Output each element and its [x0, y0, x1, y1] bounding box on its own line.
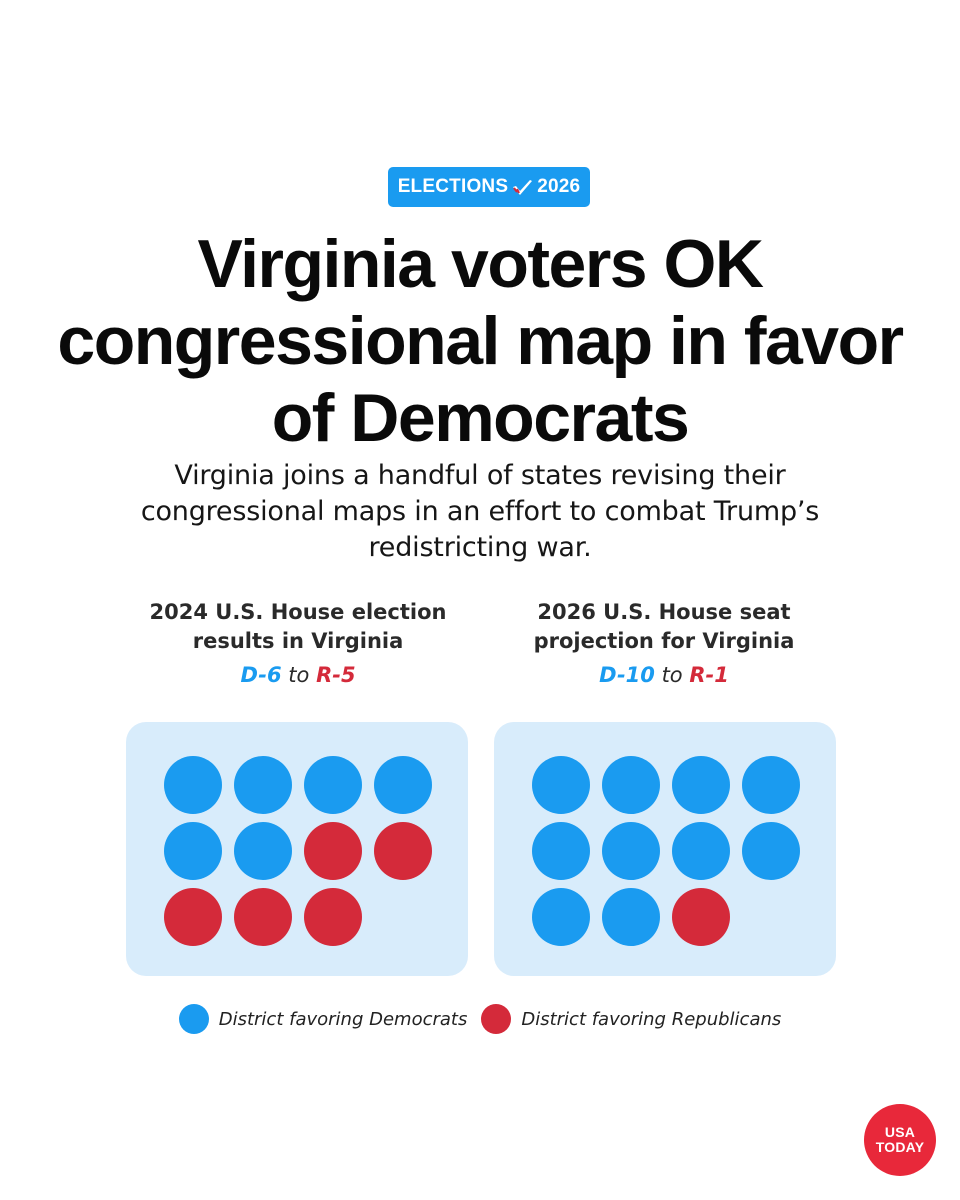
- chart-2026-dem-count: D-10: [599, 663, 655, 687]
- democrat-district-dot: [304, 756, 362, 814]
- headline: Virginia voters OK congressional map in …: [57, 226, 904, 456]
- check-ballot-icon: [513, 180, 533, 195]
- chart-2026-to: to: [661, 663, 683, 687]
- democrat-district-dot: [234, 822, 292, 880]
- democrat-district-dot: [742, 756, 800, 814]
- chart-2026-dot-panel: [494, 722, 836, 976]
- democrat-district-dot: [602, 888, 660, 946]
- democrat-district-dot: [672, 756, 730, 814]
- legend-item-republican: District favoring Republicans: [481, 1004, 781, 1034]
- republican-district-dot: [374, 822, 432, 880]
- democrat-district-dot: [164, 822, 222, 880]
- chart-2026-title-line1: 2026 U.S. House seat: [537, 600, 791, 624]
- chart-2024-title: 2024 U.S. House election results in Virg…: [108, 598, 488, 656]
- democrat-district-dot: [602, 822, 660, 880]
- republican-district-dot: [234, 888, 292, 946]
- chart-2024-rep-count: R-5: [316, 663, 356, 687]
- chart-2024-dot-panel: [126, 722, 468, 976]
- chart-2024-title-line1: 2024 U.S. House election: [149, 600, 447, 624]
- democrat-district-dot: [164, 756, 222, 814]
- chart-2026-rep-count: R-1: [689, 663, 729, 687]
- republican-district-dot: [164, 888, 222, 946]
- chart-2024-dem-count: D-6: [240, 663, 282, 687]
- republican-district-dot: [304, 822, 362, 880]
- legend-item-democrat: District favoring Democrats: [178, 1004, 468, 1034]
- chart-2026-seat-split: D-10 to R-1: [474, 663, 854, 687]
- democrat-district-dot: [234, 756, 292, 814]
- chart-2026-title: 2026 U.S. House seat projection for Virg…: [474, 598, 854, 656]
- logo-line2: TODAY: [875, 1139, 925, 1155]
- legend: District favoring Democrats District fav…: [0, 1004, 960, 1034]
- democrat-district-dot: [374, 756, 432, 814]
- legend-republican-label: District favoring Republicans: [521, 1008, 782, 1030]
- chart-2024-seat-split: D-6 to R-5: [108, 663, 488, 687]
- usa-today-logo: USA TODAY: [864, 1104, 936, 1176]
- legend-democrat-dot: [178, 1004, 209, 1034]
- republican-district-dot: [672, 888, 730, 946]
- chart-2026-title-line2: projection for Virginia: [533, 629, 795, 653]
- democrat-district-dot: [532, 756, 590, 814]
- democrat-district-dot: [602, 756, 660, 814]
- badge-year: 2026: [537, 176, 581, 197]
- democrat-district-dot: [742, 822, 800, 880]
- subheadline: Virginia joins a handful of states revis…: [140, 460, 820, 563]
- badge-label: ELECTIONS: [397, 176, 509, 197]
- legend-democrat-label: District favoring Democrats: [218, 1008, 468, 1030]
- logo-line1: USA: [884, 1124, 916, 1140]
- democrat-district-dot: [532, 822, 590, 880]
- chart-2024-title-line2: results in Virginia: [192, 629, 404, 653]
- democrat-district-dot: [672, 822, 730, 880]
- legend-republican-dot: [481, 1004, 512, 1034]
- elections-2026-badge: ELECTIONS 2026: [388, 167, 590, 207]
- republican-district-dot: [304, 888, 362, 946]
- democrat-district-dot: [532, 888, 590, 946]
- chart-2024-to: to: [288, 663, 310, 687]
